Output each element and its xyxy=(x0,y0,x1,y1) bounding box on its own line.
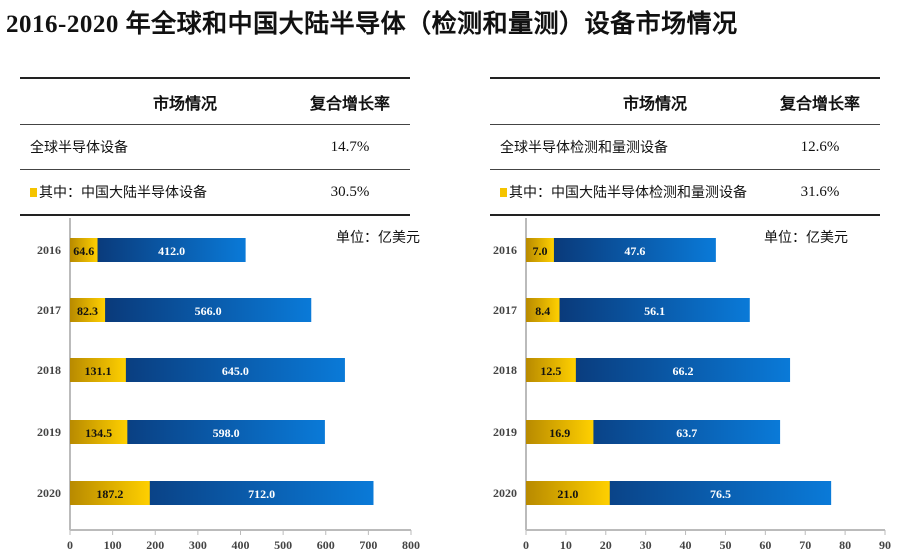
bar-china xyxy=(526,420,594,444)
data-label-global: 56.1 xyxy=(644,304,665,318)
bar-global xyxy=(526,298,750,322)
y-tick-label: 2019 xyxy=(493,425,517,439)
row-label: 全球半导体设备 xyxy=(30,140,128,156)
header-market: 市场情况 xyxy=(622,93,687,113)
y-tick-label: 2017 xyxy=(37,303,61,317)
data-label-global: 66.2 xyxy=(672,364,693,378)
y-tick-label: 2018 xyxy=(493,363,517,377)
legend-marker-icon xyxy=(30,188,37,197)
y-tick-label: 2019 xyxy=(37,425,61,439)
x-tick-label: 400 xyxy=(232,538,250,552)
cagr-table-right: 市场情况 复合增长率 全球半导体检测和量测设备 12.6% 其中：中国大陆半导体检测… xyxy=(490,77,880,216)
y-tick-label: 2017 xyxy=(493,303,517,317)
data-label-china: 131.1 xyxy=(84,364,111,378)
y-tick-label: 2018 xyxy=(37,363,61,377)
x-tick-label: 20 xyxy=(600,538,612,552)
bar-global xyxy=(70,298,312,322)
bar-china xyxy=(526,358,576,382)
x-tick-label: 50 xyxy=(719,538,731,552)
x-tick-label: 0 xyxy=(67,538,73,552)
data-label-china: 64.6 xyxy=(73,244,94,258)
y-tick-label: 2016 xyxy=(493,243,517,257)
bar-china xyxy=(526,481,610,505)
row-rate: 30.5% xyxy=(330,183,370,200)
bar-china xyxy=(526,238,554,262)
x-tick-label: 500 xyxy=(274,538,292,552)
bar-china xyxy=(70,420,128,444)
bar-china xyxy=(70,238,98,262)
x-tick-label: 70 xyxy=(799,538,811,552)
x-tick-label: 90 xyxy=(879,538,891,552)
data-label-global: 566.0 xyxy=(195,304,222,318)
data-label-global: 645.0 xyxy=(222,364,249,378)
x-tick-label: 700 xyxy=(359,538,377,552)
x-tick-label: 0 xyxy=(523,538,529,552)
bar-global xyxy=(526,238,716,262)
data-label-china: 8.4 xyxy=(535,304,550,318)
header-cagr: 复合增长率 xyxy=(309,93,390,113)
x-tick-label: 80 xyxy=(839,538,851,552)
bar-china xyxy=(70,481,150,505)
x-tick-label: 10 xyxy=(560,538,572,552)
row-label: 其中：中国大陆半导体检测和量测设备 xyxy=(509,185,747,201)
unit-label: 单位：亿美元 xyxy=(336,230,420,246)
data-label-china: 16.9 xyxy=(549,426,570,440)
x-tick-label: 600 xyxy=(317,538,335,552)
y-tick-label: 2020 xyxy=(37,486,61,500)
legend-marker-icon xyxy=(500,188,507,197)
x-tick-label: 30 xyxy=(640,538,652,552)
x-tick-label: 200 xyxy=(146,538,164,552)
header-cagr: 复合增长率 xyxy=(779,93,860,113)
unit-label: 单位：亿美元 xyxy=(764,230,848,246)
bar-china xyxy=(526,298,560,322)
data-label-china: 187.2 xyxy=(96,487,123,501)
header-market: 市场情况 xyxy=(152,93,217,113)
data-label-china: 12.5 xyxy=(540,364,561,378)
row-rate: 31.6% xyxy=(800,183,840,200)
bar-china xyxy=(70,358,126,382)
bar-china xyxy=(70,298,106,322)
y-tick-label: 2020 xyxy=(493,486,517,500)
bar-global xyxy=(70,238,246,262)
cagr-table-left: 市场情况 复合增长率 全球半导体设备 14.7% 其中：中国大陆半导体设备 30.5% xyxy=(20,77,410,216)
x-tick-label: 60 xyxy=(759,538,771,552)
y-tick-label: 2016 xyxy=(37,243,61,257)
data-label-global: 76.5 xyxy=(710,487,731,501)
data-label-china: 82.3 xyxy=(77,304,98,318)
data-label-global: 598.0 xyxy=(213,426,240,440)
x-tick-label: 100 xyxy=(104,538,122,552)
data-label-china: 21.0 xyxy=(557,487,578,501)
data-label-china: 134.5 xyxy=(85,426,112,440)
row-label: 全球半导体检测和量测设备 xyxy=(500,140,668,156)
page-title: 2016-2020 年全球和中国大陆半导体（检测和量测）设备市场情况 xyxy=(6,11,738,38)
row-rate: 12.6% xyxy=(800,138,840,155)
data-label-global: 63.7 xyxy=(676,426,697,440)
row-label: 其中：中国大陆半导体设备 xyxy=(39,185,207,201)
data-label-global: 712.0 xyxy=(248,487,275,501)
data-label-china: 7.0 xyxy=(532,244,547,258)
x-tick-label: 300 xyxy=(189,538,207,552)
data-label-global: 412.0 xyxy=(158,244,185,258)
data-label-global: 47.6 xyxy=(624,244,645,258)
row-rate: 14.7% xyxy=(330,138,370,155)
x-tick-label: 40 xyxy=(680,538,692,552)
x-tick-label: 800 xyxy=(402,538,420,552)
